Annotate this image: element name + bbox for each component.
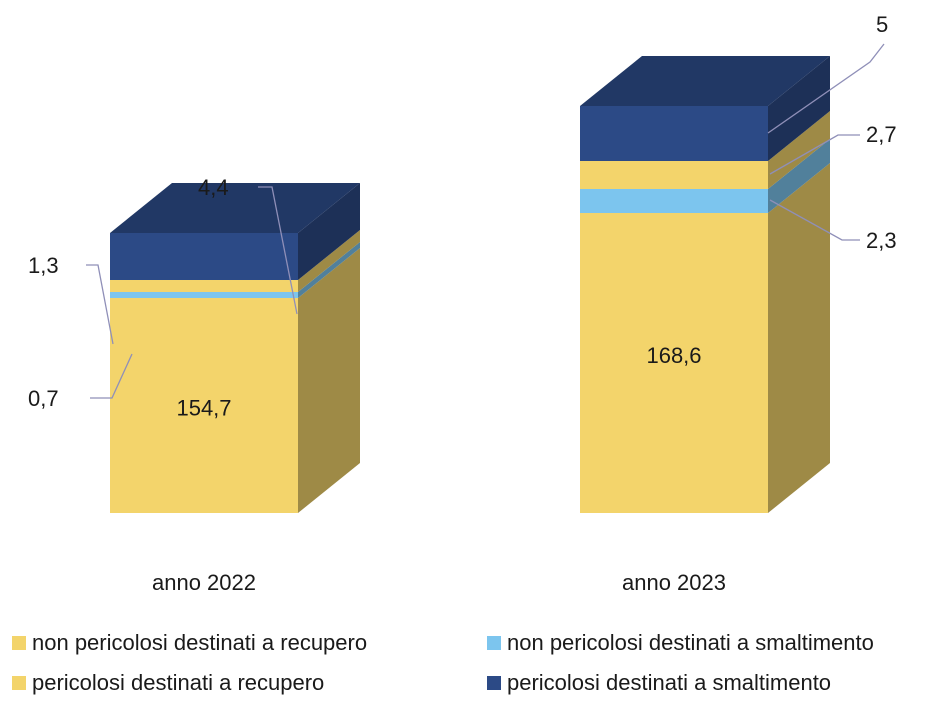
data-label: 4,4 bbox=[198, 175, 229, 200]
bar-top-face bbox=[580, 56, 830, 106]
bar-segment-side bbox=[768, 56, 830, 161]
legend-label: pericolosi destinati a smaltimento bbox=[507, 670, 832, 695]
bar-segment-front bbox=[110, 233, 298, 280]
data-label: 5 bbox=[876, 12, 888, 37]
legend: non pericolosi destinati a recupero non … bbox=[0, 622, 950, 704]
bar-segment-front bbox=[110, 280, 298, 292]
bar-segment-side bbox=[768, 111, 830, 189]
legend-swatch bbox=[487, 636, 501, 650]
bar-segment-side bbox=[298, 183, 360, 280]
bar-segment-front bbox=[580, 213, 768, 513]
legend-label: pericolosi destinati a recupero bbox=[32, 670, 325, 695]
legend-swatch bbox=[487, 676, 501, 690]
leader-line bbox=[258, 186, 298, 315]
data-label: 2,3 bbox=[866, 228, 897, 253]
bar-segment-side bbox=[768, 163, 830, 513]
legend-item-pericolosi-smaltimento: pericolosi destinati a smaltimento bbox=[487, 670, 831, 696]
data-label: 0,7 bbox=[28, 386, 59, 411]
legend-item-non-pericolosi-smaltimento: non pericolosi destinati a smaltimento bbox=[487, 630, 874, 656]
data-label: 2,7 bbox=[866, 122, 897, 147]
data-label-main: 154,7 bbox=[176, 396, 231, 421]
bar-top-face bbox=[110, 183, 360, 233]
legend-label: non pericolosi destinati a recupero bbox=[32, 630, 368, 655]
labels-layer: anno 2022 154,7 anno 2023 168,6 0,7 1,3 4,4 5 2,… bbox=[28, 12, 897, 595]
stacked-3d-bar-chart: anno 2022 154,7 anno 2023 168,6 0,7 1,3 4,4 5 2,… bbox=[28, 12, 897, 595]
bar-segment-side bbox=[298, 248, 360, 513]
leader-line bbox=[86, 264, 114, 345]
bar-segment-side bbox=[298, 242, 360, 298]
bar-segment-front bbox=[580, 106, 768, 161]
leader-line bbox=[90, 353, 133, 399]
category-label: anno 2022 bbox=[152, 570, 256, 595]
leader-line bbox=[769, 199, 860, 241]
bar-segment-front bbox=[110, 292, 298, 298]
legend-swatch bbox=[12, 676, 26, 690]
legend-item-pericolosi-recupero: pericolosi destinati a recupero bbox=[12, 670, 324, 696]
data-label: 1,3 bbox=[28, 253, 59, 278]
bar-segment-front bbox=[580, 189, 768, 213]
legend-item-non-pericolosi-recupero: non pericolosi destinati a recupero bbox=[12, 630, 367, 656]
leader-line bbox=[767, 43, 885, 134]
bar-segment-side bbox=[768, 139, 830, 213]
legend-swatch bbox=[12, 636, 26, 650]
bar-segment-front bbox=[580, 161, 768, 189]
bars-layer bbox=[110, 56, 830, 513]
bar-segment-side bbox=[298, 230, 360, 292]
leader-line bbox=[769, 134, 860, 175]
bar-segment-front bbox=[110, 298, 298, 513]
leader-lines-layer bbox=[86, 43, 885, 399]
legend-label: non pericolosi destinati a smaltimento bbox=[507, 630, 874, 655]
data-label-main: 168,6 bbox=[646, 343, 701, 368]
category-label: anno 2023 bbox=[622, 570, 726, 595]
